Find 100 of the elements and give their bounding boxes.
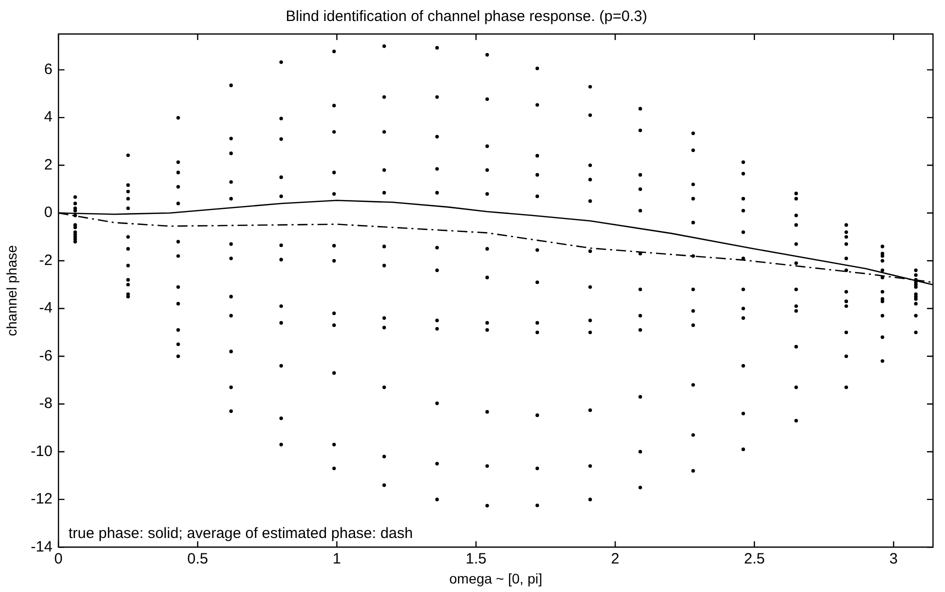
point — [435, 401, 439, 406]
point — [485, 276, 489, 280]
point — [535, 154, 540, 158]
point — [535, 330, 540, 334]
chart-title: Blind identification of channel phase response. (p=0.3) — [286, 8, 648, 26]
point — [126, 190, 130, 194]
point — [485, 192, 489, 196]
point — [588, 408, 592, 412]
point — [485, 321, 489, 325]
point — [914, 314, 918, 318]
point — [126, 264, 130, 268]
point — [279, 258, 283, 262]
point — [535, 103, 540, 107]
point — [279, 364, 283, 368]
point — [176, 202, 180, 206]
point — [741, 288, 746, 292]
point — [485, 410, 489, 414]
point — [880, 268, 884, 272]
point — [844, 290, 848, 294]
point — [382, 316, 386, 320]
point — [73, 206, 77, 210]
x-tick-label: 1.5 — [466, 550, 486, 568]
point — [382, 264, 386, 268]
point — [741, 208, 746, 212]
point — [880, 359, 884, 363]
point — [638, 486, 642, 490]
point — [638, 128, 642, 132]
point — [126, 247, 130, 251]
point — [691, 288, 695, 292]
point — [638, 288, 642, 292]
point — [691, 309, 695, 313]
point — [279, 137, 283, 141]
point — [176, 184, 180, 189]
point — [229, 314, 233, 318]
point — [176, 302, 180, 306]
point — [794, 261, 798, 265]
point — [638, 450, 642, 454]
point — [229, 84, 233, 88]
y-axis-title: channel phase — [3, 244, 20, 336]
point — [485, 464, 489, 468]
y-tick-label: 2 — [44, 156, 52, 174]
point — [741, 160, 746, 164]
point — [382, 454, 386, 458]
point — [638, 328, 642, 332]
point — [176, 160, 180, 164]
point — [844, 354, 848, 358]
point — [588, 285, 592, 289]
y-tick-label: 0 — [44, 204, 52, 222]
point — [741, 306, 746, 310]
point — [332, 130, 336, 134]
point — [126, 153, 130, 158]
point — [73, 223, 77, 227]
point — [880, 276, 884, 280]
point — [485, 97, 489, 101]
point — [741, 448, 746, 452]
point — [176, 170, 180, 174]
y-tick-label: -4 — [39, 300, 52, 317]
point — [638, 106, 642, 111]
point — [535, 321, 540, 325]
y-tick-label: -6 — [39, 347, 52, 364]
point — [588, 163, 592, 168]
point — [741, 196, 746, 200]
point — [691, 148, 695, 152]
point — [126, 235, 130, 239]
point — [229, 409, 233, 413]
point — [485, 328, 489, 332]
y-tick-label: -14 — [30, 538, 52, 556]
point — [435, 498, 439, 502]
point — [691, 196, 695, 200]
point — [73, 214, 77, 218]
point — [229, 180, 233, 184]
point — [535, 248, 540, 252]
point — [588, 113, 592, 117]
point — [229, 256, 233, 260]
point — [844, 223, 848, 227]
point — [176, 116, 180, 120]
point — [176, 254, 180, 258]
point — [535, 173, 540, 177]
point — [229, 196, 233, 200]
point — [382, 190, 386, 195]
point — [485, 144, 489, 148]
point — [914, 273, 918, 277]
point — [435, 268, 439, 272]
point — [794, 418, 798, 422]
point — [794, 242, 798, 246]
point — [332, 371, 336, 375]
point — [332, 104, 336, 108]
point — [794, 344, 798, 348]
point — [638, 314, 642, 318]
point — [691, 182, 695, 186]
point — [435, 318, 439, 322]
point — [229, 242, 233, 246]
point — [382, 483, 386, 487]
point — [880, 258, 884, 263]
point — [691, 254, 695, 258]
point — [535, 466, 540, 470]
point — [382, 95, 386, 99]
point — [638, 173, 642, 177]
point — [382, 326, 386, 330]
point — [588, 464, 592, 468]
